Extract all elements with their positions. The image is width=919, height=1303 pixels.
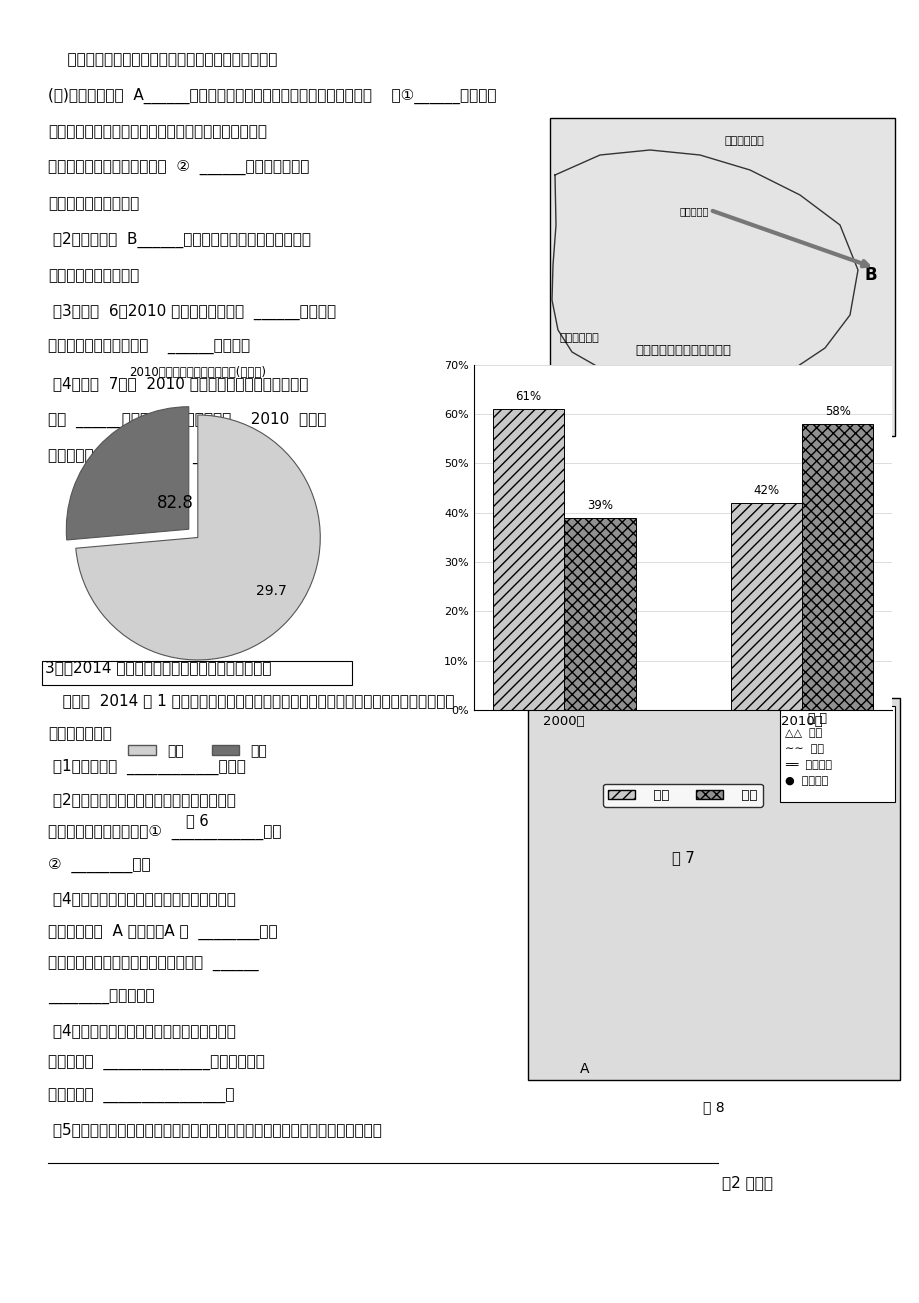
Text: （3）读图  6，2010 年泉州外贸出口额  ______（大于或: （3）读图 6，2010 年泉州外贸出口额 ______（大于或 bbox=[48, 304, 335, 321]
Text: （4）周六，德化小明一家在导航仪的指引下: （4）周六，德化小明一家在导航仪的指引下 bbox=[48, 891, 235, 906]
Text: （4）莆永高速在我市西北山区修建时会遇到: （4）莆永高速在我市西北山区修建时会遇到 bbox=[48, 1023, 235, 1038]
Title: 泉州市城乡人口结构变化图: 泉州市城乡人口结构变化图 bbox=[634, 344, 731, 357]
Text: 出发途经泉南高速干线路段时他们是往  ______: 出发途经泉南高速干线路段时他们是往 ______ bbox=[48, 956, 258, 972]
Text: 图 5: 图 5 bbox=[710, 456, 732, 470]
Text: （1）泉州东临  ____________海峪。: （1）泉州东临 ____________海峪。 bbox=[48, 760, 245, 775]
Text: 头、安海、金井片区。: 头、安海、金井片区。 bbox=[48, 195, 139, 211]
Text: 的困难有：  ______________，容易造成的: 的困难有： ______________，容易造成的 bbox=[48, 1055, 265, 1071]
Text: 29.7: 29.7 bbox=[255, 584, 287, 598]
Text: 地质灾害有  ________________。: 地质灾害有 ________________。 bbox=[48, 1089, 234, 1104]
Text: 促进了两岸经济发展。: 促进了两岸经济发展。 bbox=[48, 268, 139, 283]
Text: 42%: 42% bbox=[753, 483, 778, 496]
Text: 3、（2014 市检）阅读图文资料，回答下列问题。: 3、（2014 市检）阅读图文资料，回答下列问题。 bbox=[45, 661, 271, 675]
Text: （2）莆永高速起于莆田湄洲湾北岸，止于龙: （2）莆永高速起于莆田湄洲湾北岸，止于龙 bbox=[48, 792, 235, 807]
Text: 战略预留带: 战略预留带 bbox=[679, 206, 709, 216]
Bar bbox=[550, 119, 894, 437]
Text: B: B bbox=[864, 266, 877, 284]
Text: 环湄洲湾地区: 环湄洲湾地区 bbox=[724, 136, 764, 146]
Text: 未来泉州将形成「一湾两翣三带」的城市空间格局。: 未来泉州将形成「一湾两翣三带」的城市空间格局。 bbox=[48, 52, 277, 66]
Text: 图 6: 图 6 bbox=[187, 813, 209, 829]
Text: 市中心城区为主。「两翣」指环湄洲湾南岸地区和环围: 市中心城区为主。「两翣」指环湄洲湾南岸地区和环围 bbox=[48, 124, 267, 139]
Text: （2 分）。: （2 分）。 bbox=[721, 1175, 772, 1190]
Text: ∼∼  河流: ∼∼ 河流 bbox=[784, 744, 823, 754]
Bar bbox=[779, 706, 894, 803]
Bar bbox=[801, 423, 872, 710]
Text: 82.8: 82.8 bbox=[157, 494, 194, 512]
Text: 头湾地区，前者包括泉港区、  ②  ______县。后者包括水: 头湾地区，前者包括泉港区、 ② ______县。后者包括水 bbox=[48, 160, 309, 175]
Bar bbox=[528, 698, 899, 1080]
Legend:   乡村,   城镇: 乡村, 城镇 bbox=[603, 783, 762, 807]
Text: 图 7: 图 7 bbox=[671, 850, 694, 865]
Text: 比重  ______（大于或小于）乡村人口，    2010  年城镇: 比重 ______（大于或小于）乡村人口， 2010 年城镇 bbox=[48, 412, 326, 429]
Text: ________方向行驶。: ________方向行驶。 bbox=[48, 990, 154, 1005]
Wedge shape bbox=[66, 407, 188, 539]
Text: （5）根据材料结合所学知识，简要说说莆永高速开通后对泉州经济建设的作用：: （5）根据材料结合所学知识，简要说说莆永高速开通后对泉州经济建设的作用： bbox=[48, 1122, 381, 1138]
Text: ②  ________县。: ② ________县。 bbox=[48, 857, 151, 873]
Text: 一条快速通道。: 一条快速通道。 bbox=[48, 726, 112, 741]
Text: 39%: 39% bbox=[586, 499, 612, 512]
Text: 材料：  2014 年 1 月莆永高速公路全线通车，横穿泉州西北部，是泉州西北三县出行的又: 材料： 2014 年 1 月莆永高速公路全线通车，横穿泉州西北部，是泉州西北三县… bbox=[48, 693, 454, 708]
Text: 图 例: 图 例 bbox=[807, 711, 826, 724]
Title: 2010年泉州市外贸进出口总额(亿美元): 2010年泉州市外贸进出口总额(亿美元) bbox=[130, 366, 266, 379]
Text: （2）泉州位于  B______海峡西岸，闽台经贸往来密切，: （2）泉州位于 B______海峡西岸，闽台经贸往来密切， bbox=[48, 232, 311, 248]
Bar bbox=[730, 503, 801, 710]
Text: 图 8: 图 8 bbox=[702, 1100, 724, 1114]
Text: 人口比重比  2000 年增长了  ______%。: 人口比重比 2000 年增长了 ______%。 bbox=[48, 448, 262, 464]
Bar bbox=[493, 409, 563, 710]
Text: 58%: 58% bbox=[823, 405, 850, 418]
Text: 岩市永定县，途经泉州的①  ____________县，: 岩市永定县，途经泉州的① ____________县， bbox=[48, 825, 281, 840]
Text: ●  行政中心: ● 行政中心 bbox=[784, 777, 827, 786]
Text: 环围头湾地区: 环围头湾地区 bbox=[560, 334, 599, 343]
Text: A: A bbox=[579, 1062, 589, 1076]
Text: ══  高速公路: ══ 高速公路 bbox=[784, 760, 831, 770]
Text: 61%: 61% bbox=[515, 391, 541, 404]
Legend: 出口, 进口: 出口, 进口 bbox=[122, 737, 273, 764]
Text: 驾车到图中的  A 市旅游，A 是  ________市，: 驾车到图中的 A 市旅游，A 是 ________市， bbox=[48, 924, 278, 941]
Text: 战略预留带: 战略预留带 bbox=[689, 373, 719, 383]
Text: △△  山脉: △△ 山脉 bbox=[784, 728, 822, 737]
Text: (１)「一湾」指环  A______湾地区，以泉州中心区（鹤城、丰泽、洛江）    、①______市、石狮: (１)「一湾」指环 A______湾地区，以泉州中心区（鹤城、丰泽、洛江） 、①… bbox=[48, 89, 496, 104]
Text: 小于）进口额，出口额达    ______亿美元。: 小于）进口额，出口额达 ______亿美元。 bbox=[48, 340, 250, 354]
Bar bbox=[563, 517, 635, 710]
Text: （4）读图  7，在  2010 年人口普查中，泉州城镇人口: （4）读图 7，在 2010 年人口普查中，泉州城镇人口 bbox=[48, 377, 308, 391]
Wedge shape bbox=[75, 416, 320, 659]
